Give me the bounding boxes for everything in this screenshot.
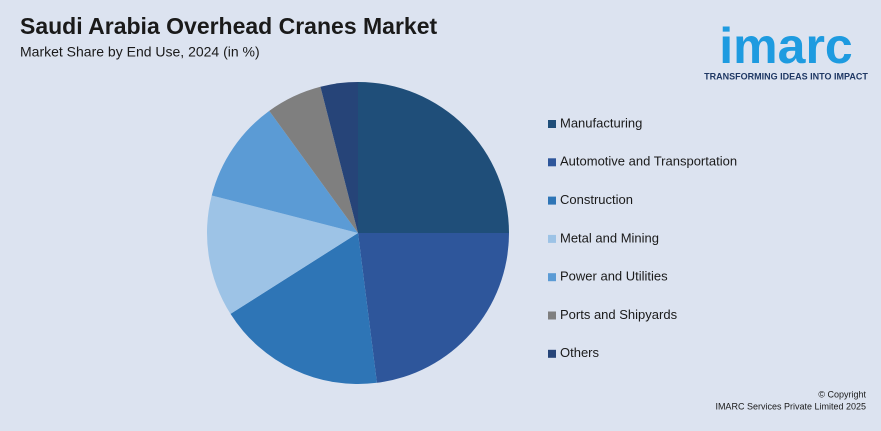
legend-swatch [548, 120, 556, 128]
legend-label: Construction [560, 192, 633, 207]
legend-label: Automotive and Transportation [560, 154, 737, 169]
legend-label: Manufacturing [560, 115, 642, 130]
legend-label: Metal and Mining [560, 230, 659, 245]
copyright: © Copyright [818, 389, 866, 399]
legend-swatch [548, 349, 556, 358]
chart-subtitle: Market Share by End Use, 2024 (in %) [20, 44, 260, 60]
pie-slice [269, 86, 358, 233]
chart-title: Saudi Arabia Overhead Cranes Market [20, 13, 437, 39]
pie-slice [358, 82, 509, 233]
legend-label: Ports and Shipyards [560, 307, 678, 322]
pie-slice [230, 233, 377, 384]
logo-tagline: TRANSFORMING IDEAS INTO IMPACT [704, 71, 868, 81]
legend-swatch [548, 273, 556, 282]
copyright: IMARC Services Private Limited 2025 [715, 401, 866, 411]
pie-slice [207, 195, 358, 314]
pie-slice [320, 82, 358, 233]
legend-swatch [548, 234, 556, 243]
pie-slice [211, 110, 358, 233]
legend-swatch [548, 196, 556, 205]
legend-swatch [548, 158, 556, 167]
legend-swatch [548, 311, 556, 320]
pie-slice [358, 233, 509, 383]
legend-label: Others [560, 345, 600, 360]
logo: imarc [719, 18, 852, 74]
legend-label: Power and Utilities [560, 269, 668, 284]
